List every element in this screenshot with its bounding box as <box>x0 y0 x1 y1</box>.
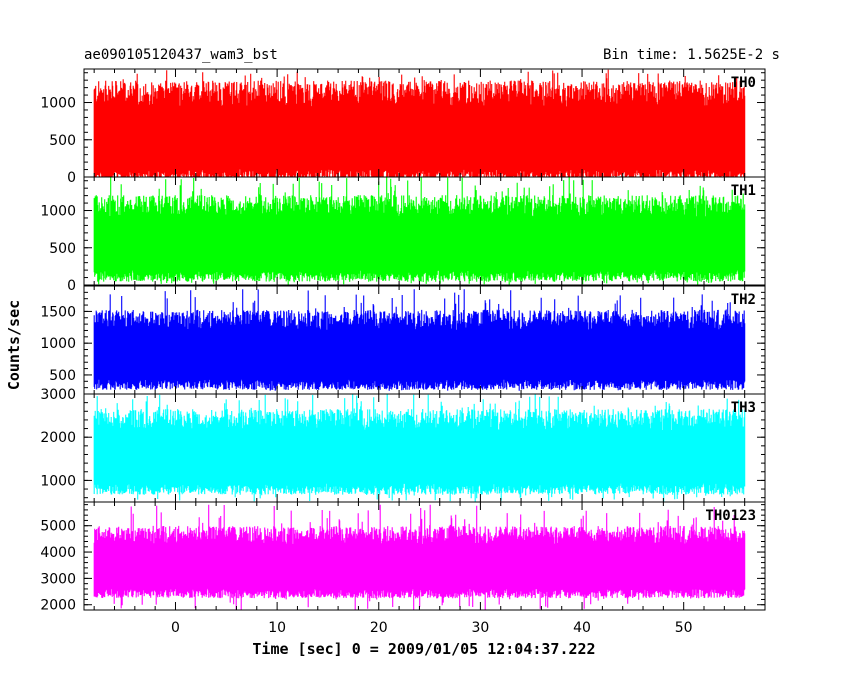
x-tick-label: 0 <box>171 620 180 636</box>
x-tick-label: 40 <box>573 620 591 636</box>
panel-label: TH1 <box>731 183 756 199</box>
panel-label: TH0123 <box>705 508 756 524</box>
y-axis-label: Counts/sec <box>5 300 23 390</box>
series-th3 <box>93 394 746 502</box>
chart-title: ae090105120437_wam3_bst <box>84 47 278 63</box>
y-tick-label: 1000 <box>40 473 76 489</box>
y-tick-label: 0 <box>67 278 76 294</box>
panel-th0: 0 500 1000 TH0 <box>40 68 766 186</box>
panel-label: TH3 <box>731 400 756 416</box>
y-tick-label: 3000 <box>40 387 76 403</box>
y-tick-label: 3000 <box>40 571 76 587</box>
y-tick-label: 1000 <box>40 204 76 220</box>
y-tick-label: 2000 <box>40 430 76 446</box>
y-tick-label: 4000 <box>40 545 76 561</box>
panel-label: TH2 <box>731 292 756 308</box>
panel-th3: 1000 2000 3000 TH3 <box>40 387 766 503</box>
y-tick-label: 5000 <box>40 519 76 535</box>
y-tick-label: 500 <box>49 368 76 384</box>
y-tick-label: 1000 <box>40 96 76 112</box>
panel-th2: 500 1000 1500 TH2 <box>40 285 766 395</box>
x-tick-labels: 0 10 20 30 40 50 <box>171 620 693 636</box>
panels-group: 0 500 1000 TH0 0 500 1000 TH1 500 1000 1500 TH2 1000… <box>40 68 766 614</box>
series-th0123 <box>93 504 746 610</box>
series-th0 <box>93 69 746 177</box>
panel-frame <box>83 501 766 611</box>
series-th2 <box>93 289 746 391</box>
x-tick-label: 30 <box>471 620 489 636</box>
y-tick-label: 1000 <box>40 336 76 352</box>
y-tick-label: 1500 <box>40 304 76 320</box>
panel-th0123: 2000 3000 4000 5000 TH0123 <box>40 501 766 614</box>
y-tick-label: 500 <box>49 241 76 257</box>
y-tick-label: 0 <box>67 170 76 186</box>
series-th1 <box>93 177 746 285</box>
x-tick-label: 20 <box>370 620 388 636</box>
y-tick-label: 500 <box>49 133 76 149</box>
panel-frame <box>83 176 766 286</box>
bin-time-label: Bin time: 1.5625E-2 s <box>603 47 780 63</box>
panel-th1: 0 500 1000 TH1 <box>40 176 766 294</box>
y-tick-label: 2000 <box>40 598 76 614</box>
panel-label: TH0 <box>731 75 756 91</box>
x-tick-label: 10 <box>268 620 286 636</box>
x-axis-label: Time [sec] 0 = 2009/01/05 12:04:37.222 <box>252 640 595 658</box>
x-tick-label: 50 <box>675 620 693 636</box>
